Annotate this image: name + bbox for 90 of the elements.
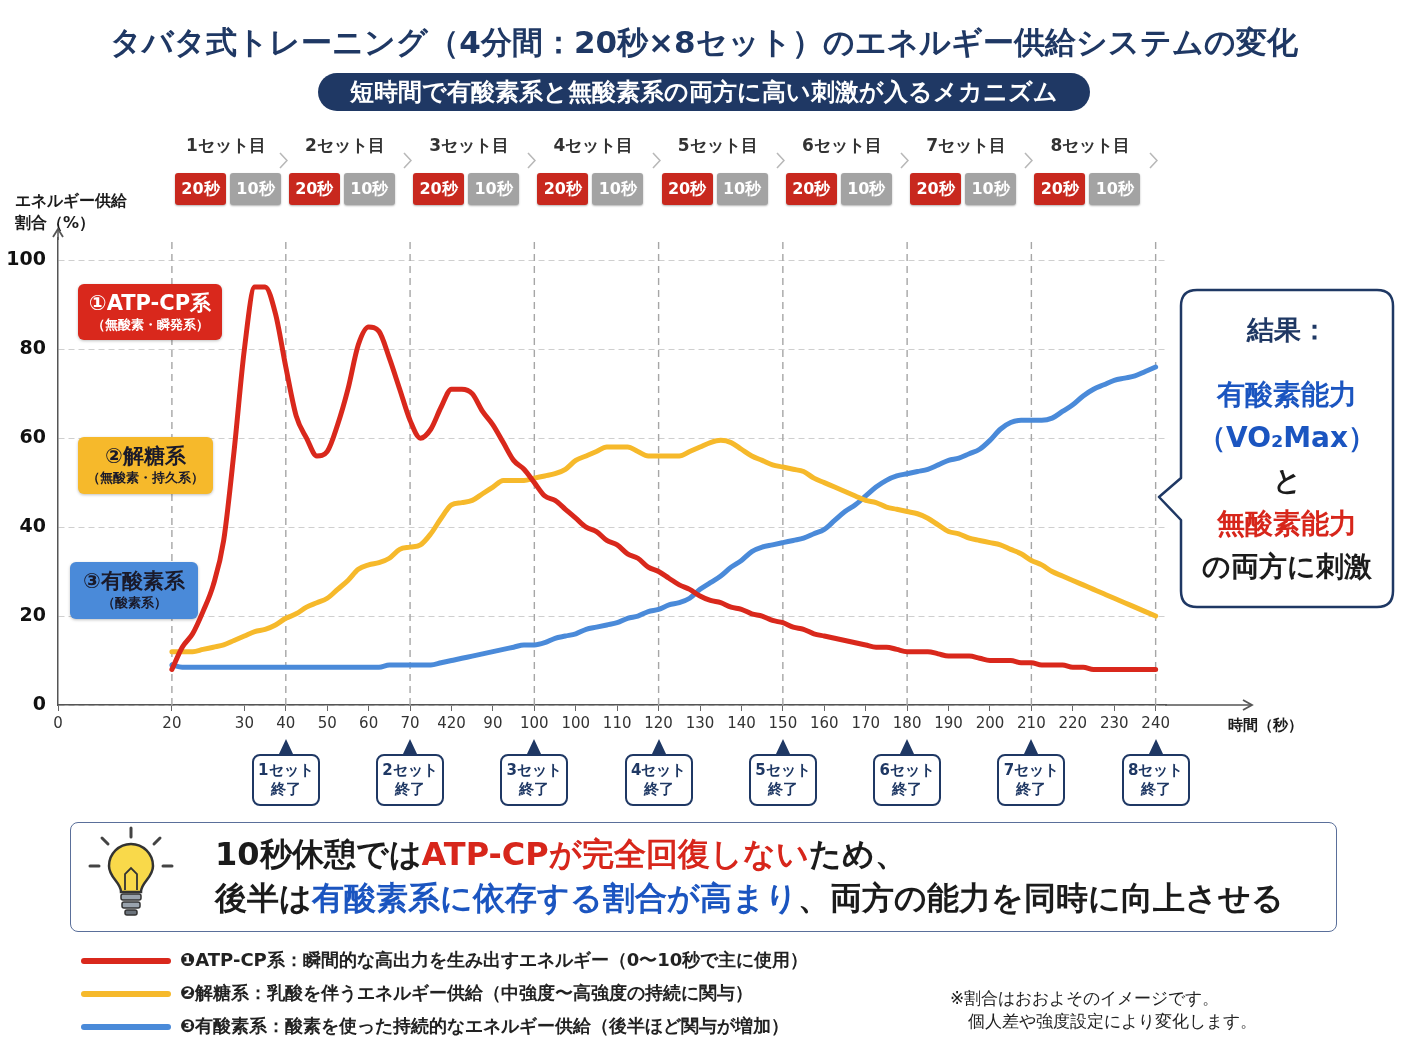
- text: 後半は: [215, 879, 312, 917]
- x-tick-label: 130: [685, 713, 715, 732]
- y-tick-label: 60: [19, 425, 46, 448]
- text: 10秒: [722, 179, 762, 199]
- annotation: （酸素系）: [101, 594, 167, 612]
- text: 3セット目: [429, 134, 510, 156]
- text: 8セット終了: [1126, 761, 1185, 799]
- text: 5セット目: [677, 134, 758, 156]
- text: 結果：: [1246, 313, 1328, 347]
- x-tick-label: 230: [1099, 713, 1129, 732]
- x-tick-label: 100: [520, 713, 549, 732]
- text: 有酸素系に依存する割合が高まり: [312, 879, 798, 917]
- x-tick-label: 40: [276, 713, 296, 732]
- text: 7セット目: [926, 134, 1007, 156]
- legend-label: ❸有酸素系：酸素を使った持続的なエネルギー供給（後半ほど関与が増加）: [180, 1014, 790, 1036]
- text: 1セット終了: [257, 761, 315, 799]
- text: 2セット目: [305, 134, 385, 156]
- text: 20秒: [181, 179, 220, 199]
- x-tick-label: 0: [53, 713, 63, 732]
- x-tick-label: 160: [809, 713, 839, 732]
- x-tick-label: 120: [644, 713, 673, 732]
- x-tick-label: 170: [851, 713, 881, 732]
- text: 2セット終了: [381, 761, 439, 799]
- text: 20秒: [792, 179, 831, 199]
- text: ※割合はおおよそのイメージです。: [950, 988, 1220, 1008]
- text: ATP-CPが完全回復しない: [421, 835, 809, 873]
- x-tick-label: 210: [1017, 713, 1046, 732]
- text: と: [1272, 463, 1302, 499]
- x-tick-label: 30: [234, 713, 254, 732]
- text: 10秒休憩では: [215, 835, 422, 873]
- text: （VO₂Max）: [1197, 420, 1377, 456]
- text: 20秒: [1040, 179, 1079, 199]
- text: 20秒: [667, 179, 707, 199]
- text: 6セット終了: [878, 761, 936, 799]
- chart-title: タバタ式トレーニング（4分間：20秒×8セット）のエネルギー供給システムの変化: [110, 23, 1298, 62]
- annotation: ①ATP-CP系: [88, 290, 212, 316]
- text: 無酸素能力: [1217, 506, 1357, 542]
- text: 8セット目: [1050, 134, 1131, 156]
- x-tick-label: 180: [892, 713, 922, 732]
- text: 4セット終了: [629, 761, 688, 799]
- x-axis-title: 時間（秒）: [1228, 716, 1303, 734]
- text: 20秒: [419, 179, 458, 199]
- text: 10秒: [598, 179, 637, 199]
- x-tick-label: 140: [727, 713, 756, 732]
- text: 7セット終了: [1002, 761, 1061, 799]
- x-tick-label: 110: [602, 713, 632, 732]
- x-tick-label: 90: [483, 713, 503, 732]
- annotation: ③有酸素系: [83, 569, 185, 594]
- x-tick-label: 50: [317, 713, 337, 732]
- text: 1セット目: [185, 134, 266, 156]
- y-tick-label: 0: [32, 691, 46, 714]
- annotation: ②解糖系: [105, 444, 186, 469]
- x-tick-label: 60: [359, 713, 379, 732]
- text: 、両方の能力を同時に向上させる: [798, 879, 1284, 917]
- annotation: （無酸素・瞬発系）: [91, 315, 209, 334]
- annotation: （無酸素・持久系）: [87, 469, 204, 487]
- y-tick-label: 20: [19, 602, 46, 625]
- x-tick-label: 70: [400, 713, 420, 732]
- x-tick-label: 420: [437, 713, 466, 732]
- text: 5セット終了: [754, 761, 812, 799]
- text: の両方に刺激: [1202, 549, 1372, 585]
- text: 10秒: [236, 179, 275, 199]
- text: 10秒: [847, 179, 886, 199]
- text: ため、: [808, 835, 907, 873]
- text: 6セット目: [802, 134, 882, 156]
- legend-label: ❷解糖系：乳酸を伴うエネルギー供給（中強度〜高強度の持続に関与）: [180, 981, 754, 1003]
- legend-label: ❶ATP-CP系：瞬間的な高出力を生み出すエネルギー（0〜10秒で主に使用）: [180, 948, 809, 970]
- x-tick-label: 100: [561, 713, 591, 732]
- text: 20秒: [543, 179, 582, 199]
- text: 個人差や強度設定により変化します。: [968, 1011, 1257, 1031]
- text: 20秒: [916, 179, 955, 199]
- x-tick-label: 190: [934, 713, 963, 732]
- y-tick-label: 100: [6, 247, 46, 270]
- text: 4セット目: [553, 134, 634, 156]
- chart-subtitle: 短時間で有酸素系と無酸素系の両方に高い刺激が入るメカニズム: [350, 77, 1058, 107]
- x-tick-label: 20: [162, 713, 182, 732]
- x-tick-label: 200: [975, 713, 1005, 732]
- text: 10秒: [1095, 179, 1134, 199]
- text: 20秒: [295, 179, 334, 199]
- x-tick-label: 220: [1058, 713, 1088, 732]
- text: 10秒: [971, 179, 1010, 199]
- text: 10秒: [350, 179, 389, 199]
- y-axis-title: エネルギー供給割合（%）: [15, 191, 127, 232]
- y-tick-label: 40: [19, 514, 46, 537]
- text: 3セット終了: [505, 761, 564, 799]
- x-tick-label: 240: [1141, 713, 1170, 732]
- text: 10秒: [474, 179, 513, 199]
- x-tick-label: 150: [768, 713, 798, 732]
- y-tick-label: 80: [19, 336, 46, 359]
- text: 有酸素能力: [1217, 377, 1357, 413]
